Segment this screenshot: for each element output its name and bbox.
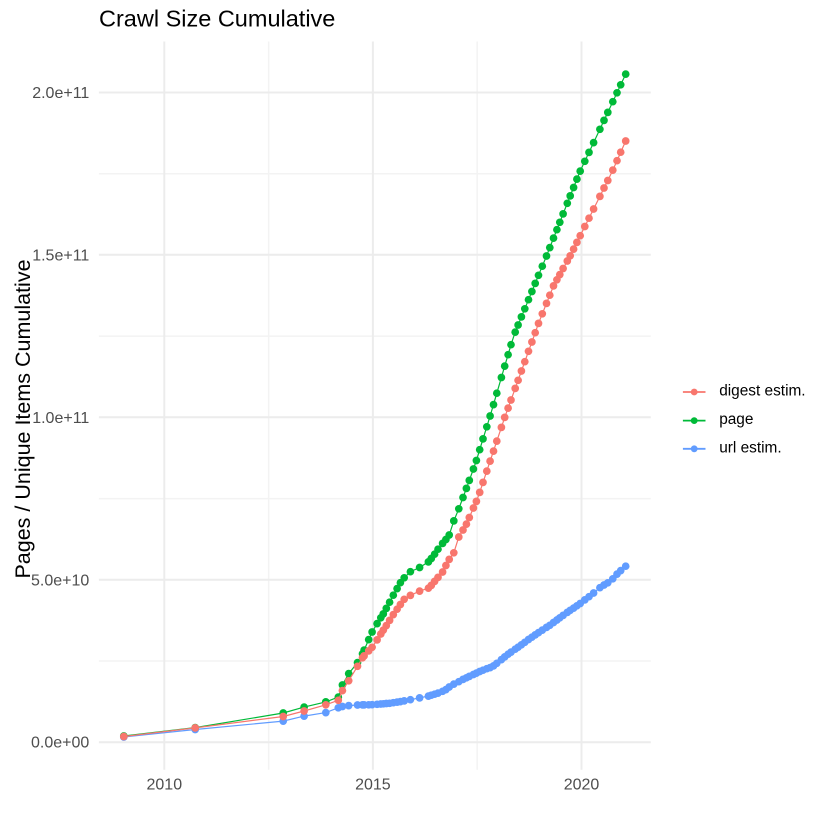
svg-text:2020: 2020 — [564, 777, 600, 794]
svg-text:0.0e+00: 0.0e+00 — [31, 735, 89, 752]
svg-text:1.5e+11: 1.5e+11 — [32, 247, 89, 264]
svg-text:2.0e+11: 2.0e+11 — [32, 85, 89, 102]
svg-text:5.0e+10: 5.0e+10 — [31, 572, 89, 589]
svg-text:1.0e+11: 1.0e+11 — [32, 410, 89, 427]
svg-text:digest estim.: digest estim. — [719, 383, 805, 400]
svg-text:Crawl Size Cumulative: Crawl Size Cumulative — [99, 6, 335, 32]
svg-text:2010: 2010 — [147, 777, 183, 794]
svg-text:page: page — [719, 411, 753, 428]
svg-text:Pages / Unique Items Cumulativ: Pages / Unique Items Cumulative — [11, 259, 35, 578]
svg-text:url estim.: url estim. — [719, 439, 781, 456]
svg-text:2015: 2015 — [355, 777, 391, 794]
